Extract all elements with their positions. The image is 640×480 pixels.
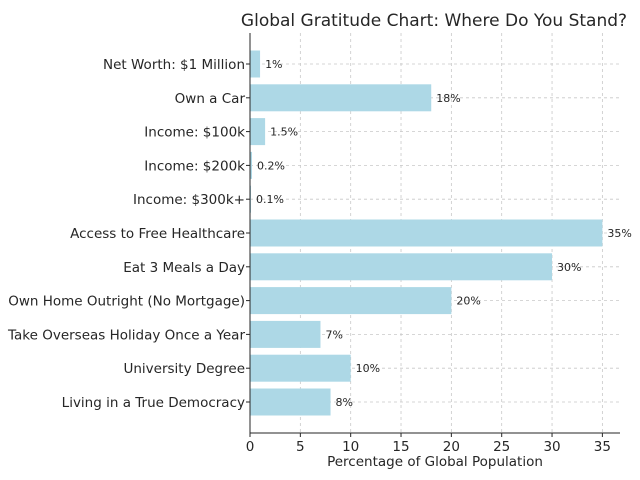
data-labels: 1% 18% 1.5% 0.2% 0.1% 35% 30% 20% 7% 10% 8% bbox=[256, 58, 632, 409]
bar bbox=[250, 253, 553, 281]
x-tick-label: 20 bbox=[443, 439, 460, 455]
category-label: Eat 3 Meals a Day bbox=[123, 260, 245, 276]
bar bbox=[250, 185, 252, 213]
category-label: Access to Free Healthcare bbox=[70, 226, 245, 242]
data-label: 10% bbox=[356, 362, 380, 375]
chart-title: Global Gratitude Chart: Where Do You Sta… bbox=[241, 11, 627, 31]
bar bbox=[250, 320, 321, 348]
data-label: 1% bbox=[265, 58, 282, 71]
x-tick-label: 5 bbox=[296, 439, 305, 455]
category-label: Income: $100k bbox=[144, 125, 245, 141]
bar bbox=[250, 388, 331, 416]
data-label: 1.5% bbox=[270, 126, 298, 139]
data-label: 20% bbox=[456, 295, 480, 308]
data-label: 8% bbox=[336, 396, 353, 409]
category-labels: Net Worth: $1 Million Own a Car Income: $1… bbox=[7, 57, 250, 411]
x-ticks: 0 5 10 15 20 25 30 35 bbox=[246, 433, 611, 455]
data-label: 0.2% bbox=[257, 159, 285, 172]
category-label: Own Home Outright (No Mortgage) bbox=[8, 294, 245, 310]
x-tick-label: 35 bbox=[594, 439, 611, 455]
bar bbox=[250, 354, 351, 382]
bar bbox=[250, 151, 253, 179]
category-label: Income: $200k bbox=[144, 158, 245, 174]
category-label: Net Worth: $1 Million bbox=[103, 57, 245, 73]
category-label: Living in a True Democracy bbox=[62, 395, 245, 411]
bar bbox=[250, 50, 261, 78]
bar bbox=[250, 118, 266, 146]
x-tick-label: 10 bbox=[342, 439, 359, 455]
data-label: 7% bbox=[325, 328, 342, 341]
x-tick-label: 15 bbox=[392, 439, 409, 455]
bar bbox=[250, 287, 452, 315]
category-label: Take Overseas Holiday Once a Year bbox=[7, 327, 245, 343]
bar bbox=[250, 219, 603, 247]
bars bbox=[250, 50, 603, 416]
data-label: 0.1% bbox=[256, 193, 284, 206]
x-tick-label: 25 bbox=[493, 439, 510, 455]
category-label: Income: $300k+ bbox=[133, 192, 245, 208]
category-label: Own a Car bbox=[175, 91, 246, 107]
category-label: University Degree bbox=[123, 361, 245, 377]
x-tick-label: 30 bbox=[543, 439, 560, 455]
x-axis-label: Percentage of Global Population bbox=[327, 454, 543, 470]
bar bbox=[250, 84, 432, 112]
data-label: 35% bbox=[607, 227, 631, 240]
x-tick-label: 0 bbox=[246, 439, 255, 455]
data-label: 18% bbox=[436, 92, 460, 105]
data-label: 30% bbox=[557, 261, 581, 274]
